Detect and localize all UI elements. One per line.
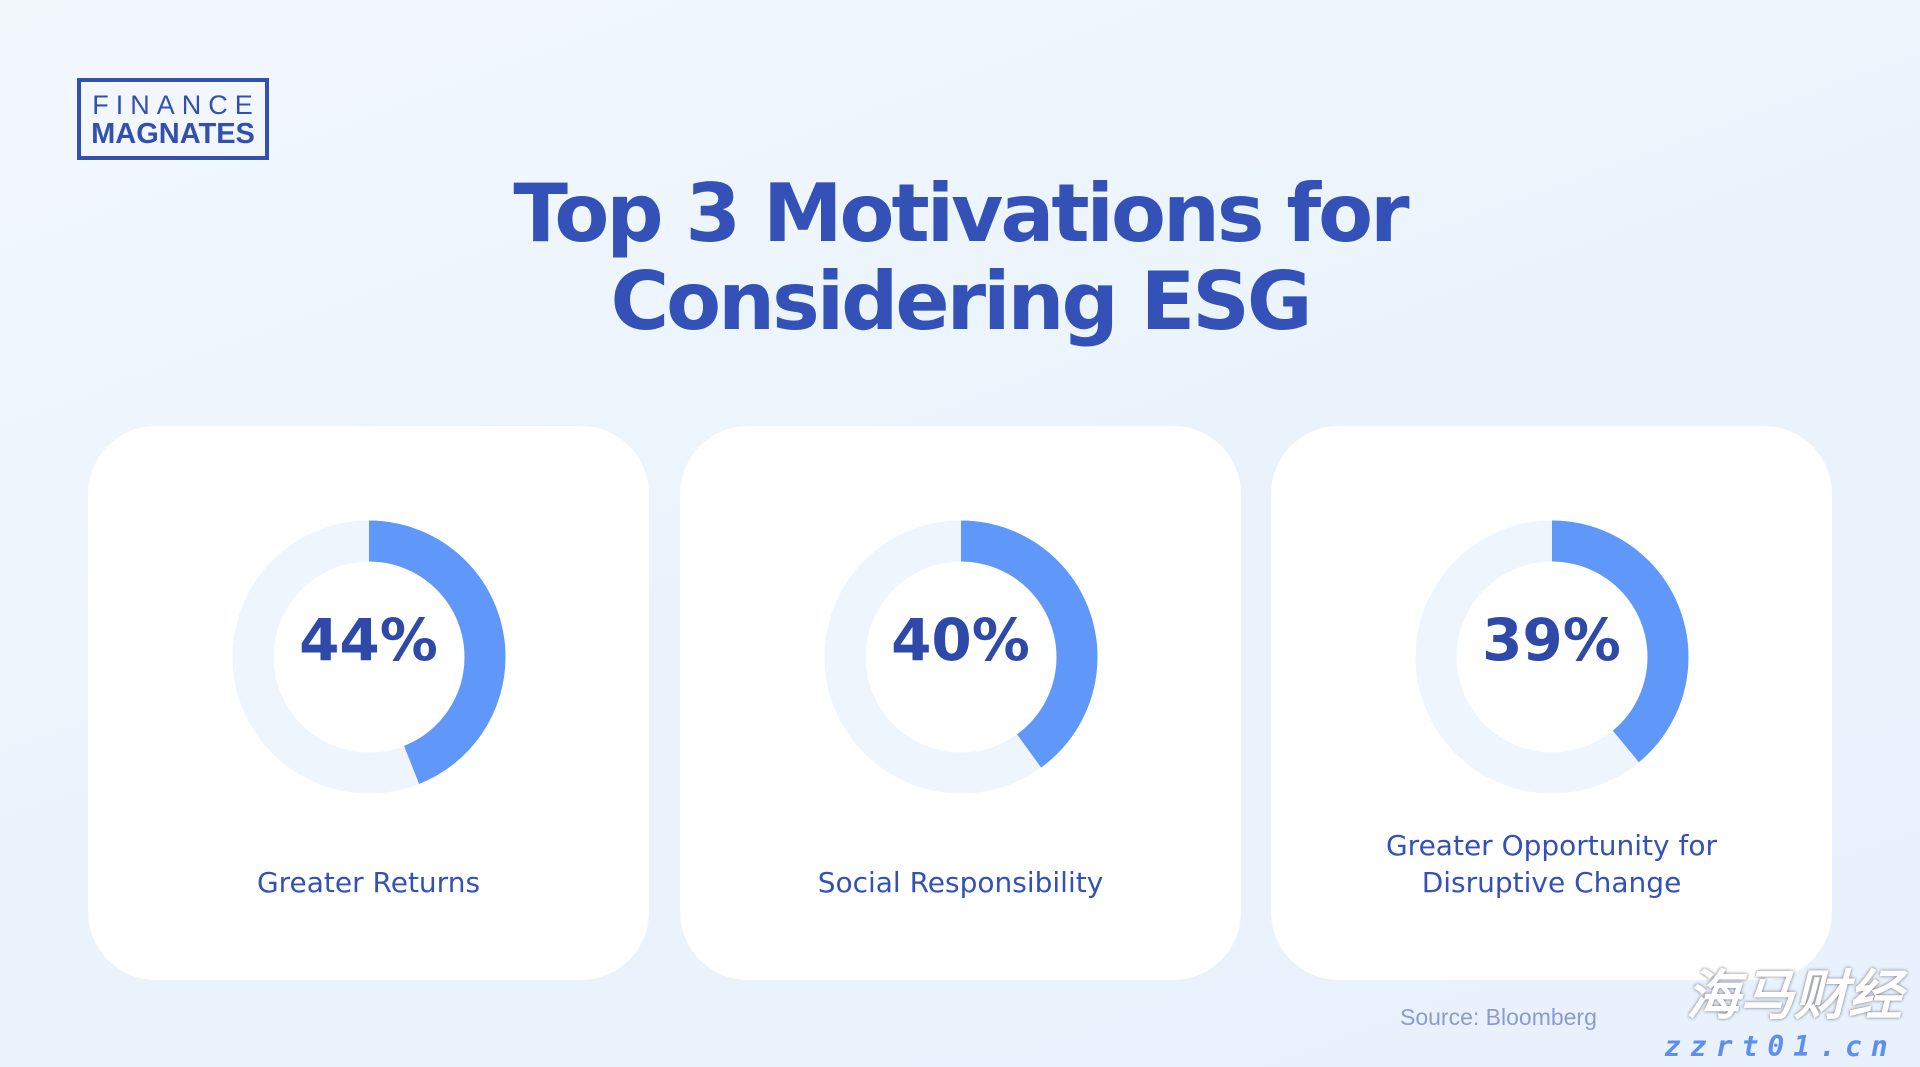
stat-card-3: 39% Greater Opportunity for Disruptive C… (1271, 426, 1832, 980)
percent-value: 39% (1482, 606, 1621, 674)
label-line2: Disruptive Change (1421, 866, 1682, 899)
category-label: Greater Opportunity for Disruptive Chang… (1271, 827, 1832, 901)
title-line1: Top 3 Motivations for (513, 167, 1409, 260)
category-label: Social Responsibility (817, 866, 1104, 899)
donut-chart (824, 520, 1098, 794)
category-label: Greater Returns (256, 866, 481, 899)
watermark: 海马财经 (1686, 964, 1902, 1027)
source-note: Source: Bloomberg (1400, 1004, 1597, 1030)
donut-chart (232, 520, 506, 794)
stat-card-1: 44% Greater Returns (88, 426, 649, 980)
donut-chart (1415, 520, 1689, 794)
page-title: Top 3 Motivations for Considering ESG (0, 170, 1920, 346)
donut-value-arc (1415, 520, 1689, 794)
percent-value: 44% (299, 606, 438, 674)
logo-line1: FINANCE (92, 90, 260, 120)
watermark-url: zzrt01.cn (1664, 1030, 1897, 1063)
finance-magnates-logo: FINANCE MAGNATES (77, 78, 269, 160)
donut-value-arc (232, 520, 506, 794)
label-line1: Greater Opportunity for (1385, 829, 1718, 862)
stat-card-2: 40% Social Responsibility (680, 426, 1241, 980)
title-line2: Considering ESG (610, 255, 1312, 348)
logo-line2: MAGNATES (91, 118, 255, 150)
donut-value-arc (824, 520, 1098, 794)
percent-value: 40% (891, 606, 1030, 674)
